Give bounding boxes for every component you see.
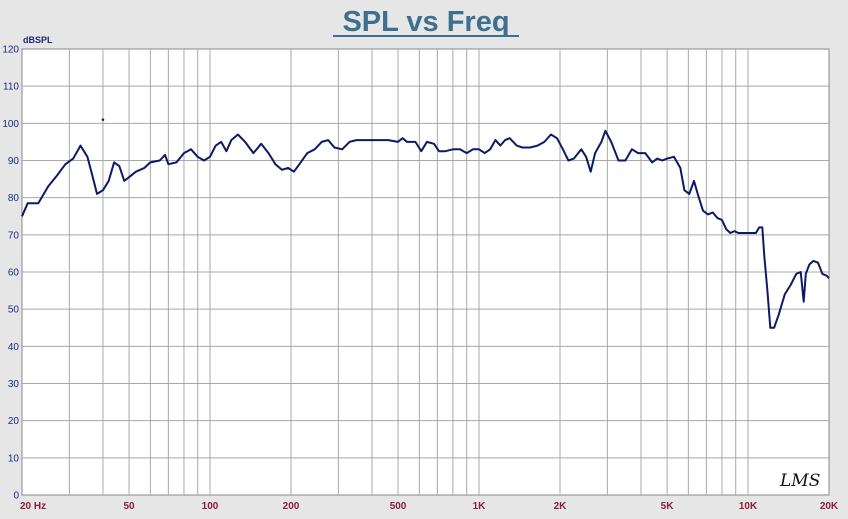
y-tick-labels: 0 10 20 30 40 50 60 70 80 90 100 110 120 bbox=[2, 45, 19, 502]
x-tick-label: 10K bbox=[739, 501, 758, 512]
y-tick-label: 90 bbox=[8, 156, 20, 167]
y-tick-label: 10 bbox=[8, 453, 20, 464]
y-tick-label: 100 bbox=[2, 119, 19, 130]
x-tick-label: 20K bbox=[820, 501, 839, 512]
y-tick-label: 70 bbox=[8, 230, 20, 241]
x-tick-label: 20 Hz bbox=[20, 501, 46, 512]
x-tick-labels: 20 Hz 50 100 200 500 1K 2K 5K 10K 20K bbox=[20, 501, 839, 512]
data-series bbox=[21, 118, 830, 329]
x-tick-label: 100 bbox=[202, 501, 219, 512]
y-tick-label: 0 bbox=[13, 491, 19, 502]
y-tick-label: 50 bbox=[8, 305, 20, 316]
grid-lines bbox=[22, 49, 829, 495]
x-tick-label: 500 bbox=[390, 501, 407, 512]
marker-dot bbox=[101, 118, 105, 121]
x-tick-label: 200 bbox=[283, 501, 300, 512]
x-tick-label: 5K bbox=[661, 501, 675, 512]
lms-logo: LMS bbox=[779, 471, 820, 491]
x-tick-label: 1K bbox=[473, 501, 487, 512]
chart-title: SPL vs Freq bbox=[342, 6, 509, 38]
y-axis-label: dBSPL bbox=[23, 35, 53, 45]
y-tick-label: 30 bbox=[8, 379, 20, 390]
y-tick-label: 80 bbox=[8, 193, 20, 204]
series-line bbox=[21, 129, 830, 329]
y-tick-label: 110 bbox=[3, 82, 19, 93]
y-tick-label: 60 bbox=[8, 268, 20, 279]
y-tick-label: 40 bbox=[8, 342, 20, 353]
x-tick-label: 2K bbox=[554, 501, 568, 512]
y-tick-label: 20 bbox=[8, 416, 20, 427]
x-tick-label: 50 bbox=[123, 501, 135, 512]
y-tick-label: 120 bbox=[2, 45, 19, 56]
